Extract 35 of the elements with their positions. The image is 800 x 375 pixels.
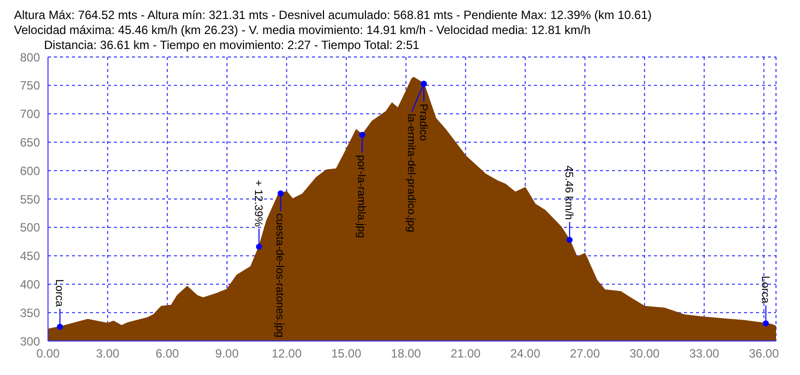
- x-tick-label: 33.00: [689, 346, 720, 361]
- x-tick-label: 3.00: [96, 346, 120, 361]
- x-tick-label: 12.00: [272, 346, 302, 361]
- y-tick-label: 800: [20, 50, 40, 64]
- annotation: cuesta-de-los-ratones.jpg: [274, 213, 286, 338]
- y-tick-label: 350: [20, 306, 40, 320]
- x-tick-label: 30.00: [630, 346, 660, 361]
- x-tick-label: 36.00: [748, 346, 780, 361]
- y-tick-label: 400: [20, 277, 40, 292]
- annotation: + 12.39%: [252, 180, 264, 227]
- annotation: Lorca: [758, 276, 771, 304]
- x-tick-label: 18.00: [390, 346, 422, 361]
- y-tick-label: 700: [20, 107, 40, 122]
- annotation: la-ermita-del-pradico.jpg: [404, 114, 417, 232]
- annotation: Pradico: [416, 104, 429, 141]
- annotation: Lorca: [52, 279, 65, 308]
- y-tick-label: 600: [20, 164, 40, 178]
- y-tick-label: 750: [20, 78, 40, 93]
- chart-subtitle: Velocidad máxima: 45.46 km/h (km 26.23) - V. media movimiento: 14.91 km/h - Velocidad media: 12.81 km/h: [13, 23, 592, 38]
- y-tick-label: 500: [20, 220, 40, 235]
- y-tick-label: 550: [20, 192, 40, 206]
- y-tick-label: 300: [20, 334, 40, 348]
- chart-title: Altura Máx: 764.52 mts - Altura mín: 321.31 mts - Desnivel acumulado: 568.81 mts - Pendiente Max: 12.39% (km 10.61): [13, 8, 653, 23]
- x-tick-label: 6.00: [156, 346, 180, 361]
- y-tick-label: 650: [20, 135, 40, 150]
- x-tick-label: 15.00: [331, 346, 362, 361]
- x-tick-label: 21.00: [450, 346, 481, 361]
- annotation: por-la-rambla.jpg: [355, 154, 368, 238]
- y-tick-label: 450: [20, 249, 40, 264]
- x-tick-label: 0.00: [36, 346, 60, 361]
- annotation: 45.46 km/h: [562, 165, 575, 220]
- text: Distancia: 36.61 km - Tiempo en movimiento: 2:27 - Tiempo Total: 2:51: [44, 38, 420, 52]
- x-tick-label: 24.00: [510, 346, 541, 361]
- x-tick-label: 27.00: [570, 346, 600, 361]
- x-tick-label: 9.00: [215, 346, 239, 361]
